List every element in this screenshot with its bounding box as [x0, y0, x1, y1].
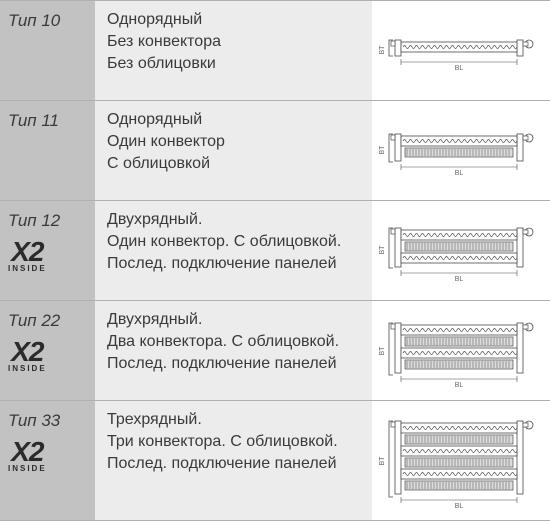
- type-cell: Тип 22 X2INSIDE: [0, 301, 95, 400]
- radiator-types-table: Тип 10 Однорядный Без конвектора Без облицо…: [0, 0, 550, 521]
- description-line: Послед. подключение панелей: [107, 355, 360, 373]
- description-line: Два конвектора. С облицовкой.: [107, 333, 360, 351]
- table-row: Тип 33 X2INSIDE Трехрядный. Три конвектора.…: [0, 401, 550, 521]
- svg-text:BT: BT: [379, 145, 386, 155]
- x2-logo: X2INSIDE: [8, 439, 47, 473]
- description-line: Без конвектора: [107, 33, 360, 51]
- radiator-diagram: BT BL: [379, 28, 544, 74]
- x2-sub: INSIDE: [8, 264, 47, 273]
- description-line: Без облицовки: [107, 55, 360, 73]
- type-label: Тип 12: [8, 211, 60, 231]
- radiator-diagram: BT BL: [379, 409, 544, 512]
- svg-text:BT: BT: [379, 345, 386, 355]
- radiator-diagram: BT BL: [379, 122, 544, 179]
- description-line: Однорядный: [107, 11, 360, 29]
- diagram-cell: BT BL: [372, 101, 550, 200]
- type-cell: Тип 33 X2INSIDE: [0, 401, 95, 520]
- description-line: Один конвектор: [107, 133, 360, 151]
- description-line: Три конвектора. С облицовкой.: [107, 433, 360, 451]
- svg-text:BT: BT: [379, 245, 386, 255]
- type-cell: Тип 12 X2INSIDE: [0, 201, 95, 300]
- svg-text:BT: BT: [379, 44, 386, 54]
- radiator-diagram: BT BL: [379, 311, 544, 391]
- description-cell: Однорядный Без конвектора Без облицовки: [95, 1, 372, 100]
- description-cell: Двухрядный. Один конвектор. С облицовкой.…: [95, 201, 372, 300]
- type-label: Тип 22: [8, 311, 60, 331]
- x2-main: X2: [11, 239, 43, 264]
- svg-text:BL: BL: [454, 276, 463, 283]
- x2-sub: INSIDE: [8, 464, 47, 473]
- svg-text:BT: BT: [379, 456, 386, 466]
- diagram-cell: BT BL: [372, 401, 550, 520]
- x2-main: X2: [11, 439, 43, 464]
- type-cell: Тип 10: [0, 1, 95, 100]
- diagram-cell: BT BL: [372, 301, 550, 400]
- x2-logo: X2INSIDE: [8, 339, 47, 373]
- svg-text:BL: BL: [454, 382, 463, 389]
- diagram-cell: BT BL: [372, 1, 550, 100]
- svg-text:BL: BL: [454, 170, 463, 177]
- svg-text:BL: BL: [454, 503, 463, 510]
- svg-text:BL: BL: [454, 65, 463, 72]
- description-cell: Однорядный Один конвектор С облицовкой: [95, 101, 372, 200]
- description-line: С облицовкой: [107, 155, 360, 173]
- table-row: Тип 11 Однорядный Один конвектор С облицовк…: [0, 101, 550, 201]
- description-line: Послед. подключение панелей: [107, 255, 360, 273]
- description-line: Двухрядный.: [107, 211, 360, 229]
- x2-sub: INSIDE: [8, 364, 47, 373]
- x2-logo: X2INSIDE: [8, 239, 47, 273]
- description-line: Трехрядный.: [107, 411, 360, 429]
- table-row: Тип 12 X2INSIDE Двухрядный. Один конвектор.…: [0, 201, 550, 301]
- description-cell: Трехрядный. Три конвектора. С облицовкой.…: [95, 401, 372, 520]
- description-cell: Двухрядный. Два конвектора. С облицовкой.…: [95, 301, 372, 400]
- description-line: Один конвектор. С облицовкой.: [107, 233, 360, 251]
- type-label: Тип 11: [8, 111, 59, 131]
- diagram-cell: BT BL: [372, 201, 550, 300]
- radiator-diagram: BT BL: [379, 216, 544, 285]
- table-row: Тип 10 Однорядный Без конвектора Без облицо…: [0, 1, 550, 101]
- description-line: Двухрядный.: [107, 311, 360, 329]
- description-line: Однорядный: [107, 111, 360, 129]
- type-label: Тип 10: [8, 11, 60, 31]
- description-line: Послед. подключение панелей: [107, 455, 360, 473]
- type-label: Тип 33: [8, 411, 60, 431]
- table-row: Тип 22 X2INSIDE Двухрядный. Два конвектора.…: [0, 301, 550, 401]
- type-cell: Тип 11: [0, 101, 95, 200]
- x2-main: X2: [11, 339, 43, 364]
